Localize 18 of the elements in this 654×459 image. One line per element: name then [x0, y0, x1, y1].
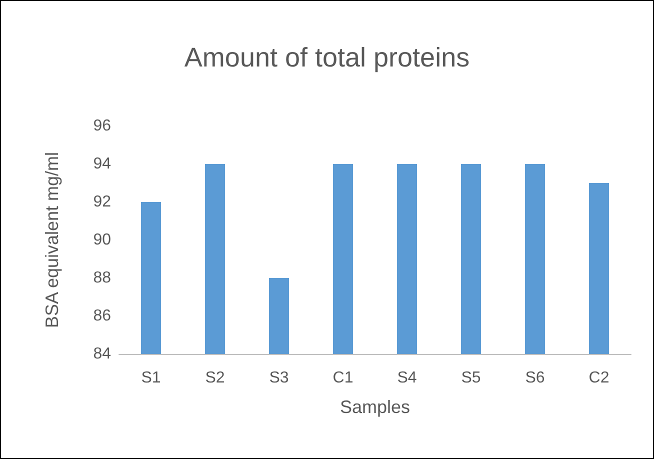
- y-tick-label: 92: [93, 194, 112, 210]
- y-axis-title: BSA equivalent mg/ml: [42, 152, 62, 328]
- x-tick-label: S5: [461, 370, 481, 386]
- chart-title: Amount of total proteins: [184, 42, 470, 72]
- y-tick-label: 90: [93, 232, 112, 248]
- x-tick-label: C1: [332, 370, 354, 386]
- x-tick-label: C2: [588, 370, 610, 386]
- x-tick-label: S2: [205, 370, 225, 386]
- y-tick-label: 94: [93, 156, 112, 172]
- x-tick-label: S3: [269, 370, 289, 386]
- x-axis-title: Samples: [340, 397, 410, 417]
- y-tick-label: 84: [93, 346, 112, 362]
- x-tick-label: S1: [141, 370, 161, 386]
- x-tick-label: S4: [397, 370, 417, 386]
- y-tick-label: 86: [93, 308, 112, 324]
- y-tick-label: 96: [93, 118, 112, 134]
- y-tick-label: 88: [93, 270, 112, 286]
- x-tick-label: S6: [525, 370, 545, 386]
